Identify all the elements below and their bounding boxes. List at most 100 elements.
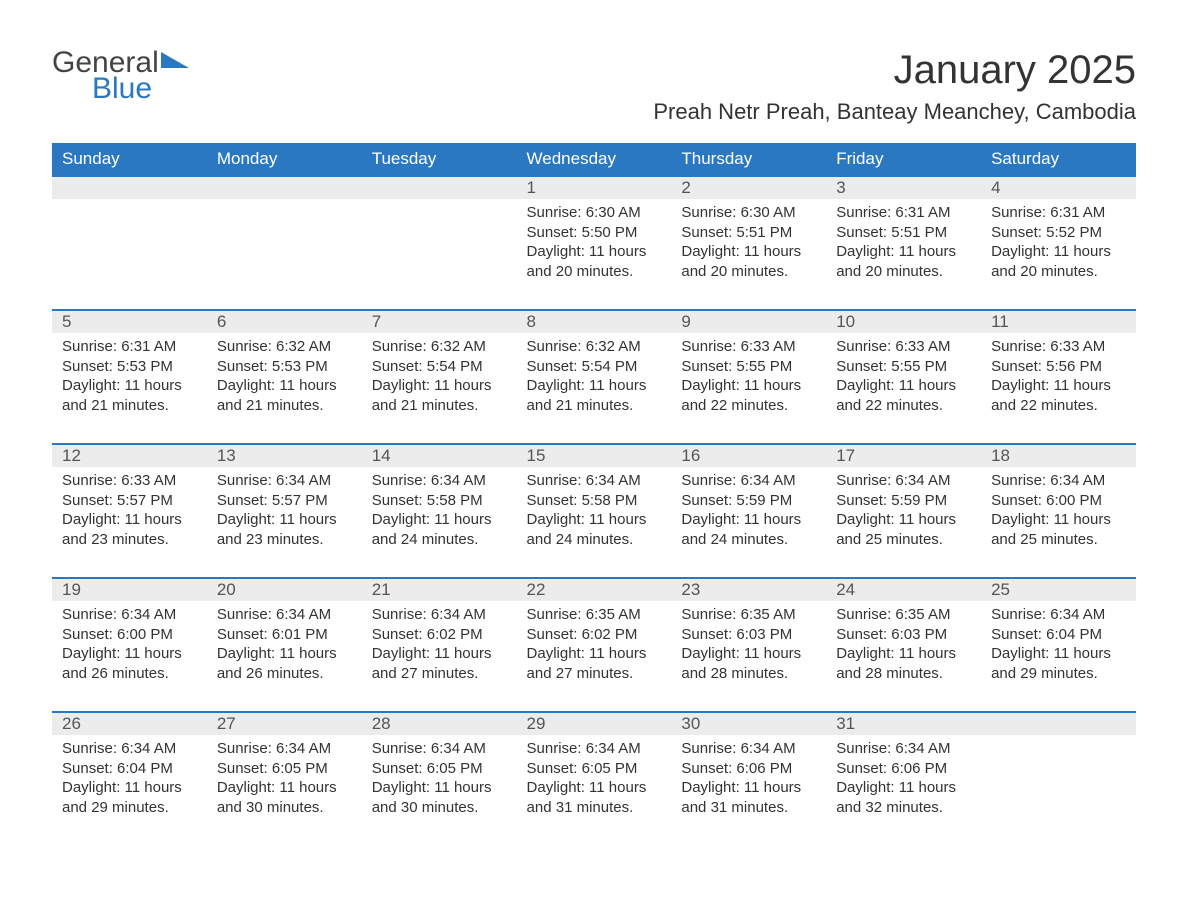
day-number-cell: [52, 176, 207, 199]
day-number-cell: 4: [981, 176, 1136, 199]
sunrise-text: Sunrise: 6:34 AM: [372, 739, 507, 759]
day-number-cell: [981, 712, 1136, 735]
sunrise-text: Sunrise: 6:31 AM: [62, 337, 197, 357]
day-number-cell: 8: [517, 310, 672, 333]
sunset-text: Sunset: 6:02 PM: [372, 625, 507, 645]
sunrise-text: Sunrise: 6:34 AM: [217, 605, 352, 625]
sunrise-text: Sunrise: 6:33 AM: [62, 471, 197, 491]
day-content-cell: Sunrise: 6:30 AMSunset: 5:50 PMDaylight:…: [517, 199, 672, 310]
day-content-cell: Sunrise: 6:34 AMSunset: 6:00 PMDaylight:…: [981, 467, 1136, 578]
sunrise-text: Sunrise: 6:34 AM: [681, 471, 816, 491]
daylight-line2: and 25 minutes.: [991, 530, 1126, 550]
day-number-cell: 9: [671, 310, 826, 333]
sunset-text: Sunset: 6:01 PM: [217, 625, 352, 645]
day-number-cell: 27: [207, 712, 362, 735]
daylight-line2: and 20 minutes.: [991, 262, 1126, 282]
day-content-cell: Sunrise: 6:35 AMSunset: 6:03 PMDaylight:…: [671, 601, 826, 712]
daylight-line1: Daylight: 11 hours: [681, 510, 816, 530]
sunset-text: Sunset: 6:00 PM: [62, 625, 197, 645]
daylight-line1: Daylight: 11 hours: [372, 510, 507, 530]
day-content-cell: Sunrise: 6:34 AMSunset: 6:02 PMDaylight:…: [362, 601, 517, 712]
location-subtitle: Preah Netr Preah, Banteay Meanchey, Camb…: [653, 99, 1136, 125]
day-content-cell: Sunrise: 6:35 AMSunset: 6:02 PMDaylight:…: [517, 601, 672, 712]
daylight-line1: Daylight: 11 hours: [836, 644, 971, 664]
daylight-line1: Daylight: 11 hours: [836, 242, 971, 262]
daylight-line1: Daylight: 11 hours: [681, 778, 816, 798]
daylight-line2: and 32 minutes.: [836, 798, 971, 818]
sunset-text: Sunset: 5:58 PM: [527, 491, 662, 511]
logo: General Blue: [52, 48, 189, 104]
sunset-text: Sunset: 6:03 PM: [836, 625, 971, 645]
daylight-line1: Daylight: 11 hours: [217, 778, 352, 798]
sunrise-text: Sunrise: 6:34 AM: [991, 471, 1126, 491]
logo-blue: Blue: [92, 74, 159, 104]
day-number-cell: 2: [671, 176, 826, 199]
sunset-text: Sunset: 6:02 PM: [527, 625, 662, 645]
day-number-cell: 19: [52, 578, 207, 601]
sunset-text: Sunset: 5:53 PM: [217, 357, 352, 377]
day-number-cell: 26: [52, 712, 207, 735]
logo-text-block: General Blue: [52, 48, 159, 104]
day-content-cell: Sunrise: 6:34 AMSunset: 6:06 PMDaylight:…: [826, 735, 981, 845]
daylight-line1: Daylight: 11 hours: [527, 644, 662, 664]
sunrise-text: Sunrise: 6:34 AM: [527, 471, 662, 491]
day-number-cell: 10: [826, 310, 981, 333]
day-content-cell: Sunrise: 6:34 AMSunset: 5:59 PMDaylight:…: [826, 467, 981, 578]
day-number-cell: 24: [826, 578, 981, 601]
sunset-text: Sunset: 6:03 PM: [681, 625, 816, 645]
daylight-line1: Daylight: 11 hours: [62, 376, 197, 396]
calendar-header-row: Sunday Monday Tuesday Wednesday Thursday…: [52, 143, 1136, 176]
sunset-text: Sunset: 6:06 PM: [681, 759, 816, 779]
daylight-line1: Daylight: 11 hours: [217, 510, 352, 530]
day-number-cell: 6: [207, 310, 362, 333]
daylight-line1: Daylight: 11 hours: [991, 510, 1126, 530]
day-content-cell: Sunrise: 6:34 AMSunset: 6:04 PMDaylight:…: [981, 601, 1136, 712]
day-content-cell: Sunrise: 6:34 AMSunset: 5:57 PMDaylight:…: [207, 467, 362, 578]
sunrise-text: Sunrise: 6:34 AM: [527, 739, 662, 759]
day-content-cell: Sunrise: 6:34 AMSunset: 6:04 PMDaylight:…: [52, 735, 207, 845]
day-number-cell: 17: [826, 444, 981, 467]
daylight-line2: and 22 minutes.: [681, 396, 816, 416]
daylight-line2: and 25 minutes.: [836, 530, 971, 550]
sunset-text: Sunset: 6:00 PM: [991, 491, 1126, 511]
daylight-line2: and 24 minutes.: [681, 530, 816, 550]
sunrise-text: Sunrise: 6:33 AM: [836, 337, 971, 357]
day-number-cell: 12: [52, 444, 207, 467]
sunset-text: Sunset: 5:53 PM: [62, 357, 197, 377]
weekday-header: Monday: [207, 143, 362, 176]
daylight-line1: Daylight: 11 hours: [681, 242, 816, 262]
day-content-cell: Sunrise: 6:32 AMSunset: 5:54 PMDaylight:…: [362, 333, 517, 444]
daylight-line2: and 20 minutes.: [681, 262, 816, 282]
daylight-line2: and 29 minutes.: [991, 664, 1126, 684]
daylight-line1: Daylight: 11 hours: [836, 376, 971, 396]
day-number-cell: 21: [362, 578, 517, 601]
day-number-cell: 25: [981, 578, 1136, 601]
day-content-cell: [207, 199, 362, 310]
day-content-cell: Sunrise: 6:31 AMSunset: 5:53 PMDaylight:…: [52, 333, 207, 444]
daylight-line1: Daylight: 11 hours: [527, 510, 662, 530]
logo-flag-icon: [161, 52, 189, 68]
daylight-line1: Daylight: 11 hours: [217, 376, 352, 396]
day-number-cell: 1: [517, 176, 672, 199]
day-number-cell: 11: [981, 310, 1136, 333]
day-content-cell: Sunrise: 6:31 AMSunset: 5:52 PMDaylight:…: [981, 199, 1136, 310]
sunset-text: Sunset: 5:55 PM: [681, 357, 816, 377]
sunrise-text: Sunrise: 6:34 AM: [836, 739, 971, 759]
calendar-body: 1234Sunrise: 6:30 AMSunset: 5:50 PMDayli…: [52, 176, 1136, 845]
day-content-cell: Sunrise: 6:34 AMSunset: 6:05 PMDaylight:…: [207, 735, 362, 845]
sunset-text: Sunset: 6:05 PM: [372, 759, 507, 779]
sunrise-text: Sunrise: 6:32 AM: [372, 337, 507, 357]
day-content-cell: Sunrise: 6:32 AMSunset: 5:54 PMDaylight:…: [517, 333, 672, 444]
sunrise-text: Sunrise: 6:34 AM: [217, 471, 352, 491]
day-number-cell: [207, 176, 362, 199]
sunset-text: Sunset: 5:59 PM: [681, 491, 816, 511]
day-number-cell: 22: [517, 578, 672, 601]
day-number-cell: 16: [671, 444, 826, 467]
daylight-line2: and 22 minutes.: [991, 396, 1126, 416]
sunrise-text: Sunrise: 6:30 AM: [681, 203, 816, 223]
day-content-cell: Sunrise: 6:34 AMSunset: 6:05 PMDaylight:…: [362, 735, 517, 845]
daylight-line2: and 20 minutes.: [527, 262, 662, 282]
sunset-text: Sunset: 6:05 PM: [217, 759, 352, 779]
day-content-cell: [981, 735, 1136, 845]
daylight-line1: Daylight: 11 hours: [836, 510, 971, 530]
